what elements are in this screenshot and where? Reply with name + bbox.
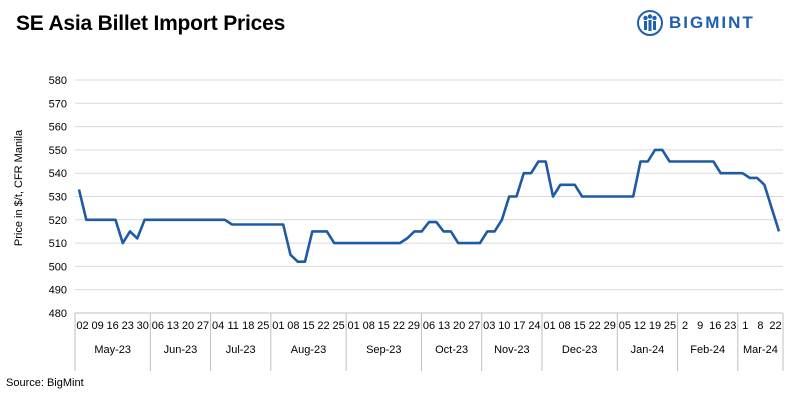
x-tick-label: 22 xyxy=(317,320,329,332)
price-line xyxy=(77,148,781,263)
x-axis: 02 09 16 23 30 06 13 20 27 04 11 18 25 01 08 15 22 25 01 08… xyxy=(74,312,784,371)
month-label: Jan-24 xyxy=(631,344,665,356)
y-tick-label: 570 xyxy=(49,98,67,110)
x-tick-label: 22 xyxy=(589,320,601,332)
chart-title: SE Asia Billet Import Prices xyxy=(16,12,286,35)
y-tick-label: 500 xyxy=(49,261,67,273)
bigmint-logo-icon xyxy=(637,10,663,36)
brand-name: BIGMINT xyxy=(669,13,755,32)
x-tick-label: 29 xyxy=(604,320,616,332)
x-tick-label: 20 xyxy=(182,320,194,332)
x-tick-label: 22 xyxy=(769,320,781,332)
line-chart: 480 490 500 510 520 530 540 550 560 570 580 02 09 16… xyxy=(13,75,784,371)
y-axis-ticks: 480 490 500 510 520 530 540 550 560 570 580 xyxy=(49,75,67,320)
x-tick-label: 08 xyxy=(287,320,299,332)
x-tick-label: 01 xyxy=(272,320,284,332)
x-tick-label: 23 xyxy=(122,320,134,332)
series-group xyxy=(77,148,781,263)
x-tick-label: 01 xyxy=(543,320,555,332)
x-tick-label: 16 xyxy=(107,320,119,332)
x-tick-label: 30 xyxy=(137,320,149,332)
x-tick-label: 13 xyxy=(167,320,179,332)
x-tick-label: 08 xyxy=(363,320,375,332)
month-label: Dec-23 xyxy=(562,344,597,356)
month-label: Aug-23 xyxy=(291,344,326,356)
month-label: Mar-24 xyxy=(743,344,778,356)
x-tick-label: 29 xyxy=(408,320,420,332)
x-tick-label: 25 xyxy=(257,320,269,332)
x-tick-label: 16 xyxy=(709,320,721,332)
x-tick-label: 15 xyxy=(378,320,390,332)
month-label: May-23 xyxy=(94,344,131,356)
y-tick-label: 520 xyxy=(49,215,67,227)
x-tick-label: 10 xyxy=(498,320,510,332)
x-tick-label: 1 xyxy=(742,320,748,332)
y-tick-label: 540 xyxy=(49,168,67,180)
y-axis-label: Price in $/t, CFR Manila xyxy=(13,129,25,246)
y-tick-label: 580 xyxy=(49,75,67,87)
x-tick-label: 06 xyxy=(423,320,435,332)
y-tick-label: 490 xyxy=(49,285,67,297)
x-tick-label: 05 xyxy=(619,320,631,332)
source-note: Source: BigMint xyxy=(6,377,84,389)
x-tick-label: 9 xyxy=(697,320,703,332)
x-tick-label: 06 xyxy=(152,320,164,332)
y-tick-label: 550 xyxy=(49,145,67,157)
month-label: Feb-24 xyxy=(690,344,725,356)
x-tick-label: 08 xyxy=(558,320,570,332)
x-tick-label: 11 xyxy=(227,320,238,332)
x-tick-label: 19 xyxy=(649,320,661,332)
x-tick-label: 22 xyxy=(393,320,405,332)
x-tick-label: 17 xyxy=(513,320,525,332)
x-tick-label: 25 xyxy=(332,320,344,332)
x-tick-label: 25 xyxy=(664,320,676,332)
x-tick-label: 09 xyxy=(91,320,103,332)
x-tick-label: 15 xyxy=(574,320,586,332)
x-tick-label: 20 xyxy=(453,320,465,332)
x-tick-label: 24 xyxy=(528,320,540,332)
month-label: Jul-23 xyxy=(226,344,256,356)
x-tick-label: 27 xyxy=(468,320,480,332)
month-label: Sep-23 xyxy=(366,344,401,356)
x-tick-label: 8 xyxy=(757,320,763,332)
month-label: Jun-23 xyxy=(164,344,198,356)
x-tick-label: 15 xyxy=(302,320,314,332)
month-label: Oct-23 xyxy=(435,344,468,356)
x-tick-label: 13 xyxy=(438,320,450,332)
x-tick-label: 04 xyxy=(212,320,224,332)
x-tick-label: 12 xyxy=(634,320,646,332)
month-label: Nov-23 xyxy=(494,344,529,356)
y-tick-label: 510 xyxy=(49,238,67,250)
x-tick-label: 18 xyxy=(242,320,254,332)
x-tick-label: 02 xyxy=(76,320,88,332)
x-tick-label: 2 xyxy=(682,320,688,332)
y-tick-label: 560 xyxy=(49,122,67,134)
x-tick-label: 03 xyxy=(483,320,495,332)
x-tick-label: 27 xyxy=(197,320,209,332)
x-tick-label: 23 xyxy=(724,320,736,332)
grid-lines xyxy=(75,79,783,314)
y-tick-label: 480 xyxy=(49,308,67,320)
x-tick-label: 01 xyxy=(348,320,360,332)
y-tick-label: 530 xyxy=(49,192,67,204)
brand-logo: BIGMINT xyxy=(637,8,755,38)
